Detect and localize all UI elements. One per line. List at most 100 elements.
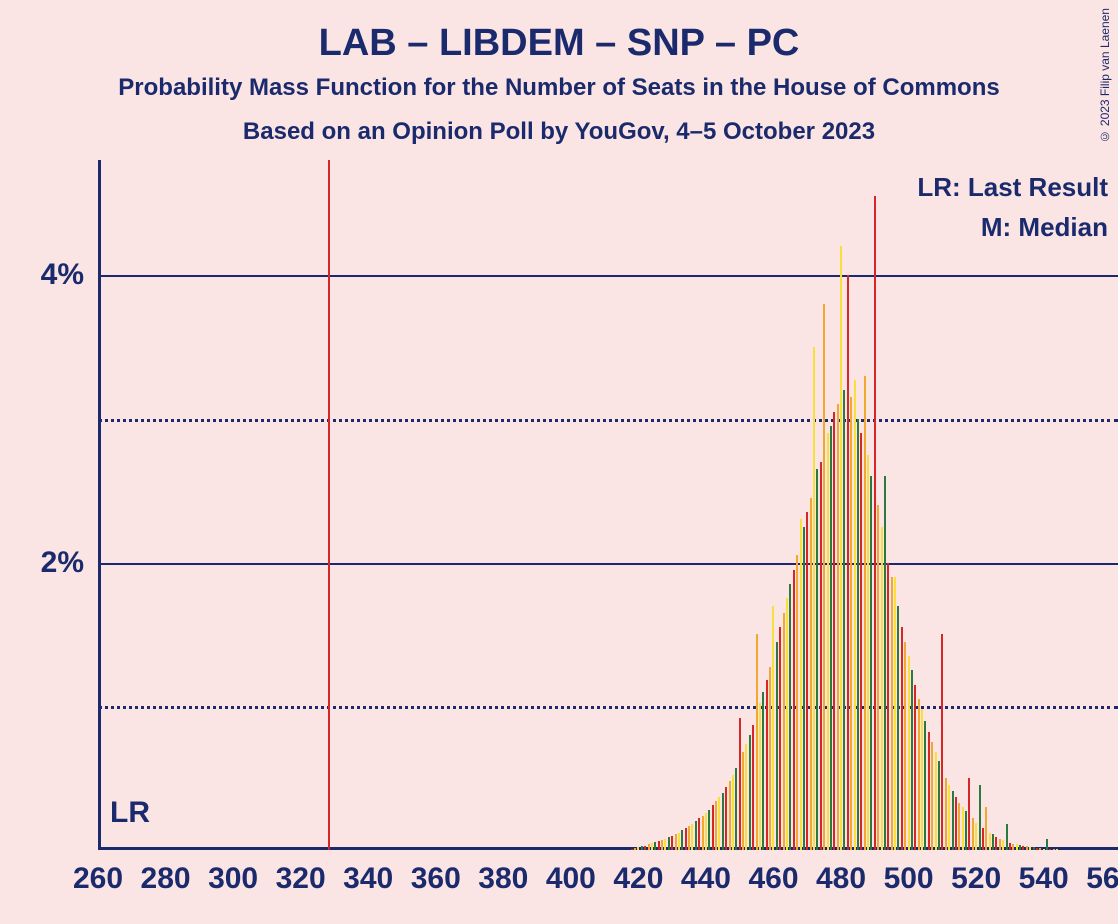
x-tick-label: 460 [748,862,798,896]
pmf-bar [854,380,856,850]
pmf-bar [860,433,862,850]
pmf-bar [837,404,839,850]
pmf-bar [654,842,656,850]
pmf-bar [979,785,981,850]
pmf-bar [874,196,876,850]
y-tick-label: 2% [41,546,84,580]
pmf-bar [921,709,923,850]
pmf-bar [894,577,896,850]
chart-title: LAB – LIBDEM – SNP – PC [0,22,1118,65]
pmf-bar [884,476,886,850]
pmf-bar [705,813,707,850]
pmf-bar [911,670,913,850]
pmf-bar [772,606,774,850]
pmf-bar [664,839,666,851]
chart-subtitle-2: Based on an Opinion Poll by YouGov, 4–5 … [0,118,1118,146]
pmf-bar [631,849,633,850]
pmf-bar [938,761,940,850]
plot-area: LR: Last Result M: Median 2%4%2602803003… [98,160,1118,850]
pmf-bar [634,848,636,850]
pmf-bar [995,837,997,850]
pmf-bar [786,598,788,850]
pmf-bar [745,744,747,850]
pmf-bar [675,834,677,850]
pmf-bar [759,703,761,850]
pmf-bar [1039,848,1041,850]
pmf-bar [908,656,910,850]
pmf-bar [924,721,926,850]
pmf-bar [803,527,805,850]
pmf-bar [904,642,906,850]
pmf-bar [789,584,791,850]
pmf-bar [762,692,764,850]
pmf-bar [992,834,994,850]
pmf-bar [847,275,849,850]
pmf-bar [779,627,781,850]
pmf-bar [1002,840,1004,850]
pmf-bar [685,828,687,850]
pmf-bar [718,797,720,850]
pmf-bar [816,469,818,850]
pmf-bar [982,828,984,850]
pmf-bar [1053,849,1055,850]
pmf-bar [830,426,832,850]
gridline-dotted [98,419,1118,422]
pmf-bar [941,634,943,850]
pmf-bar [1026,846,1028,850]
pmf-bar [725,787,727,850]
pmf-bar [648,844,650,850]
pmf-bar [864,376,866,850]
pmf-bar [833,412,835,850]
pmf-bar [887,563,889,851]
pmf-bar [975,823,977,850]
pmf-bar [891,577,893,850]
pmf-bar [1022,846,1024,850]
gridline-solid [98,275,1118,277]
x-tick-label: 320 [276,862,326,896]
pmf-bar [793,570,795,850]
pmf-bar [857,419,859,850]
pmf-bar [1056,849,1058,850]
pmf-bar [1046,839,1048,851]
pmf-bar [651,843,653,850]
pmf-bar [1009,843,1011,850]
pmf-bar [870,476,872,850]
pmf-bar [729,781,731,850]
pmf-bar [999,839,1001,851]
legend-last-result: LR: Last Result [917,172,1108,203]
pmf-bar [1029,847,1031,850]
pmf-bar [702,816,704,851]
pmf-bar [989,833,991,850]
chart-root: LAB – LIBDEM – SNP – PC Probability Mass… [0,0,1118,924]
x-tick-label: 480 [816,862,866,896]
pmf-bar [752,725,754,850]
x-tick-label: 440 [681,862,731,896]
pmf-bar [918,699,920,850]
pmf-bar [1033,847,1035,850]
pmf-bar [867,455,869,850]
x-tick-label: 560 [1086,862,1118,896]
pmf-bar [820,462,822,850]
pmf-bar [945,778,947,850]
last-result-label: LR [110,796,150,830]
pmf-bar [708,810,710,850]
pmf-bar [931,742,933,850]
pmf-bar [715,801,717,850]
chart-subtitle-1: Probability Mass Function for the Number… [0,74,1118,102]
pmf-bar [985,807,987,850]
pmf-bar [901,627,903,850]
pmf-bar [810,498,812,850]
y-axis [98,160,101,850]
pmf-bar [806,512,808,850]
pmf-bar [1043,849,1045,850]
pmf-bar [935,752,937,850]
pmf-bar [776,642,778,850]
pmf-bar [1012,844,1014,850]
pmf-bar [840,246,842,850]
pmf-bar [691,824,693,850]
pmf-bar [972,818,974,850]
pmf-bar [688,826,690,850]
pmf-bar [914,685,916,850]
copyright-text: © 2023 Filip van Laenen [1098,8,1112,143]
pmf-bar [928,732,930,850]
